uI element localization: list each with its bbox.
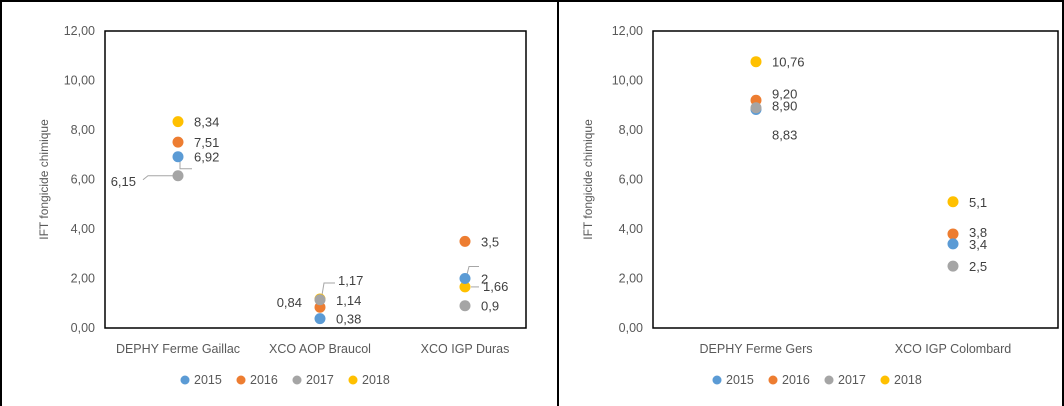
chart-left: 0,00 2,00 4,00 6,00 8,00 10,00 12,00 IFT fongic… [37,24,527,387]
data-label-2015: 2 [481,272,488,287]
data-label-2015: 6,92 [194,150,219,165]
point-2018 [947,196,959,208]
point-2015 [172,151,184,163]
data-label-2016: 3,5 [481,234,499,249]
chart-panel-left: 0,00 2,00 4,00 6,00 8,00 10,00 12,00 IFT fongic… [37,24,527,387]
y-tick-label: 2,00 [71,272,95,286]
data-label-2017: 8,90 [772,99,797,114]
label-leader-line [321,282,335,296]
point-2018 [172,116,184,128]
frame-left [0,0,2,406]
x-category-label: XCO AOP Braucol [269,342,371,356]
legend-marker-2018 [348,375,358,385]
y-tick-label: 10,00 [612,74,643,88]
point-2015 [314,313,326,325]
y-tick-label: 2,00 [619,272,643,286]
point-2017 [947,260,959,272]
data-label-2018: 5,1 [969,195,987,210]
data-label-2018: 8,34 [194,115,219,130]
data-label-2016: 0,84 [277,295,302,310]
y-tick-label: 6,00 [71,173,95,187]
point-2016 [459,235,471,247]
legend-marker-2017 [824,375,834,385]
point-2016 [172,136,184,148]
data-label-2016: 7,51 [194,135,219,150]
y-tick-label: 8,00 [71,123,95,137]
point-2017 [314,294,326,306]
plot-area-border [652,30,1059,329]
x-category-label: XCO IGP Colombard [895,342,1012,356]
point-2018 [459,281,471,293]
data-label-2017: 0,9 [481,299,499,314]
data-label-2017: 1,14 [336,293,361,308]
label-leader-line [142,175,176,181]
y-axis-title: IFT fongicide chimique [581,119,595,240]
data-label-2015: 8,83 [772,127,797,142]
data-label-2017: 6,15 [111,174,136,189]
y-tick-label: 0,00 [619,321,643,335]
data-label-2015: 0,38 [336,312,361,327]
legend-marker-2016 [236,375,246,385]
chart-right: 0,00 2,00 4,00 6,00 8,00 10,00 12,00 IFT fongic… [581,24,1059,387]
y-tick-label: 6,00 [619,173,643,187]
x-category-label: XCO IGP Duras [421,342,510,356]
plot-area-border [104,30,527,329]
y-tick-label: 10,00 [64,74,95,88]
legend-marker-2015 [712,375,722,385]
legend-label-2016: 2016 [782,373,810,387]
data-label-2018: 1,17 [338,273,363,288]
point-2016 [947,228,959,240]
data-label-2017: 2,5 [969,259,987,274]
data-label-2016: 3,8 [969,225,987,240]
legend-marker-2015 [180,375,190,385]
y-tick-label: 4,00 [71,222,95,236]
point-2017 [172,170,184,182]
data-label-2018: 10,76 [772,55,805,70]
legend-marker-2018 [880,375,890,385]
x-category-label: DEPHY Ferme Gaillac [116,342,240,356]
point-2015 [459,273,471,284]
data-label-2018: 1,66 [483,279,508,294]
frame-right [1062,0,1064,406]
legend-label-2018: 2018 [362,373,390,387]
y-tick-label: 12,00 [612,24,643,38]
data-label-2015: 3,4 [969,237,987,252]
legend-label-2016: 2016 [250,373,278,387]
y-tick-label: 12,00 [64,24,95,38]
frame-top [0,0,1064,2]
y-tick-label: 4,00 [619,222,643,236]
legend-label-2017: 2017 [306,373,334,387]
point-2017 [750,102,762,114]
y-tick-label: 0,00 [71,321,95,335]
point-2017 [459,300,471,312]
y-tick-label: 8,00 [619,123,643,137]
x-category-label: DEPHY Ferme Gers [700,342,813,356]
chart-panel-right: 0,00 2,00 4,00 6,00 8,00 10,00 12,00 IFT fongic… [532,0,1064,406]
legend-label-2017: 2017 [838,373,866,387]
y-axis-title: IFT fongicide chimique [37,119,51,240]
legend-label-2018: 2018 [894,373,922,387]
legend-label-2015: 2015 [194,373,222,387]
legend-marker-2017 [292,375,302,385]
legend-label-2015: 2015 [726,373,754,387]
legend-marker-2016 [768,375,778,385]
point-2015 [947,238,959,250]
label-leader-line [466,266,479,275]
data-label-2016: 9,20 [772,86,797,101]
frame-divider [557,0,559,406]
label-leader-line [179,160,192,170]
point-2018 [750,56,762,68]
